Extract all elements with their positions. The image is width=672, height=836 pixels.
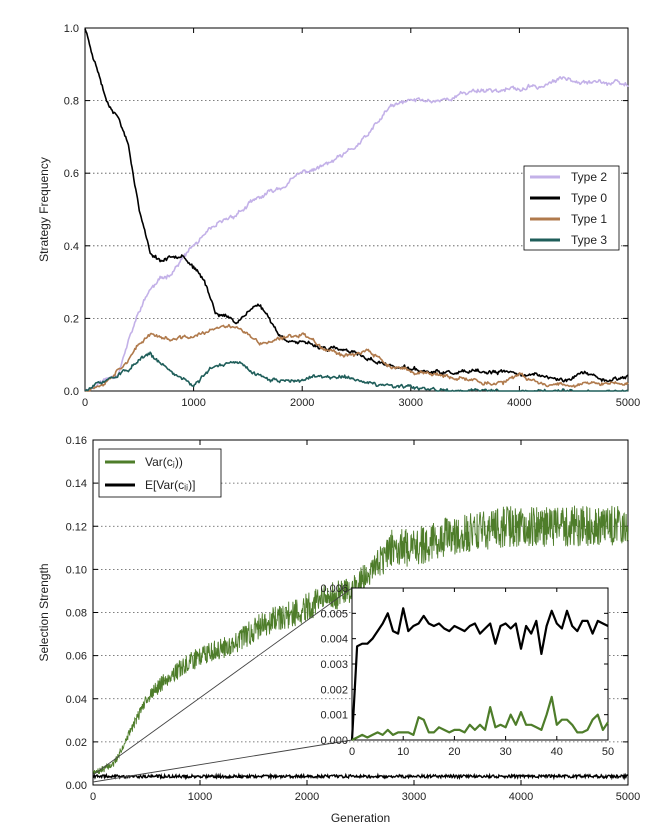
x-tick-label: 2000 bbox=[295, 791, 319, 803]
y-tick-label: 0.14 bbox=[66, 478, 87, 490]
y-tick-label: 0.0 bbox=[64, 386, 79, 398]
series-line-type-1 bbox=[85, 323, 629, 392]
inset-x-tick-label: 0 bbox=[349, 746, 355, 758]
inset-y-tick-label: 0.002 bbox=[320, 684, 348, 696]
series-line-e-var-cij bbox=[92, 772, 629, 781]
legend-label: Type 3 bbox=[571, 233, 607, 247]
series-line-type-3 bbox=[84, 351, 629, 392]
legend: Type 2 Type 0 Type 1 Type 3 bbox=[523, 165, 620, 251]
legend: Var(cⱼ)) E[Var(cᵢⱼ)] bbox=[98, 448, 222, 498]
inset-background bbox=[352, 588, 608, 740]
y-tick-label: 1.0 bbox=[64, 23, 79, 35]
series-line-type-2 bbox=[85, 76, 629, 392]
y-tick-label: 0.06 bbox=[66, 651, 87, 663]
selection-strength-chart: 0.000.020.040.060.080.100.120.140.160 100… bbox=[37, 435, 640, 825]
x-tick-label: 5000 bbox=[616, 791, 640, 803]
x-tick-label: 0 bbox=[90, 791, 96, 803]
x-tick-label: 1000 bbox=[188, 791, 212, 803]
inset-y-tick-label: 0.006 bbox=[320, 583, 348, 595]
y-tick-label: 0.10 bbox=[66, 564, 87, 576]
legend-label: Type 0 bbox=[571, 191, 607, 205]
legend-label: Var(cⱼ)) bbox=[145, 455, 183, 469]
inset-x-tick-label: 40 bbox=[551, 746, 563, 758]
x-tick-label: 0 bbox=[82, 397, 88, 409]
legend-label: E[Var(cᵢⱼ)] bbox=[145, 478, 195, 492]
inset-line-var-cj bbox=[351, 695, 609, 741]
x-tick-label: 2000 bbox=[290, 397, 314, 409]
y-tick-label: 0.4 bbox=[64, 241, 79, 253]
y-tick-label: 0.08 bbox=[66, 608, 87, 620]
y-tick-label: 0.8 bbox=[64, 96, 79, 108]
y-axis-label: Strategy Frequency bbox=[37, 157, 51, 262]
y-axis-label: Selection Strength bbox=[37, 563, 51, 661]
inset-y-tick-label: 0.003 bbox=[320, 659, 348, 671]
inset-y-tick-label: 0.004 bbox=[320, 634, 348, 646]
inset-x-tick-label: 10 bbox=[397, 746, 409, 758]
y-tick-label: 0.16 bbox=[66, 435, 87, 447]
series-line-type-0 bbox=[84, 28, 629, 383]
legend-box bbox=[98, 448, 222, 498]
x-axis-label: Generation bbox=[331, 811, 390, 825]
legend-label: Type 1 bbox=[571, 212, 607, 226]
y-tick-label: 0.6 bbox=[64, 168, 79, 180]
x-tick-label: 4000 bbox=[507, 397, 531, 409]
inset-line-e-var-cij bbox=[350, 607, 609, 741]
y-tick-label: 0.12 bbox=[66, 521, 87, 533]
inset-y-tick-label: 0.001 bbox=[320, 710, 348, 722]
x-tick-label: 1000 bbox=[181, 397, 205, 409]
x-tick-label: 3000 bbox=[402, 791, 426, 803]
inset-y-tick-label: 0.000 bbox=[320, 735, 348, 747]
y-tick-label: 0.04 bbox=[66, 694, 87, 706]
y-tick-label: 0.00 bbox=[66, 780, 87, 792]
inset-x-tick-label: 30 bbox=[499, 746, 511, 758]
y-tick-label: 0.02 bbox=[66, 737, 87, 749]
x-tick-label: 4000 bbox=[509, 791, 533, 803]
x-tick-label: 3000 bbox=[399, 397, 423, 409]
zoom-connector bbox=[92, 739, 353, 783]
inset-y-tick-label: 0.005 bbox=[320, 608, 348, 620]
legend-label: Type 2 bbox=[571, 170, 607, 184]
x-tick-label: 5000 bbox=[616, 397, 640, 409]
zoom-connector bbox=[92, 587, 353, 776]
inset-x-tick-label: 50 bbox=[602, 746, 614, 758]
strategy-frequency-chart: 0.0 0.2 0.4 0.6 0.8 1.0 0 1000 2000 3000 4000 5000 S… bbox=[37, 23, 640, 409]
inset-chart: 0.000 0.001 0.002 0.003 0.004 0.005 0.006 0 10 20… bbox=[320, 583, 614, 758]
y-tick-label: 0.2 bbox=[64, 313, 79, 325]
plot-frame bbox=[84, 27, 629, 392]
legend-box bbox=[523, 165, 620, 251]
inset-x-tick-label: 20 bbox=[448, 746, 460, 758]
